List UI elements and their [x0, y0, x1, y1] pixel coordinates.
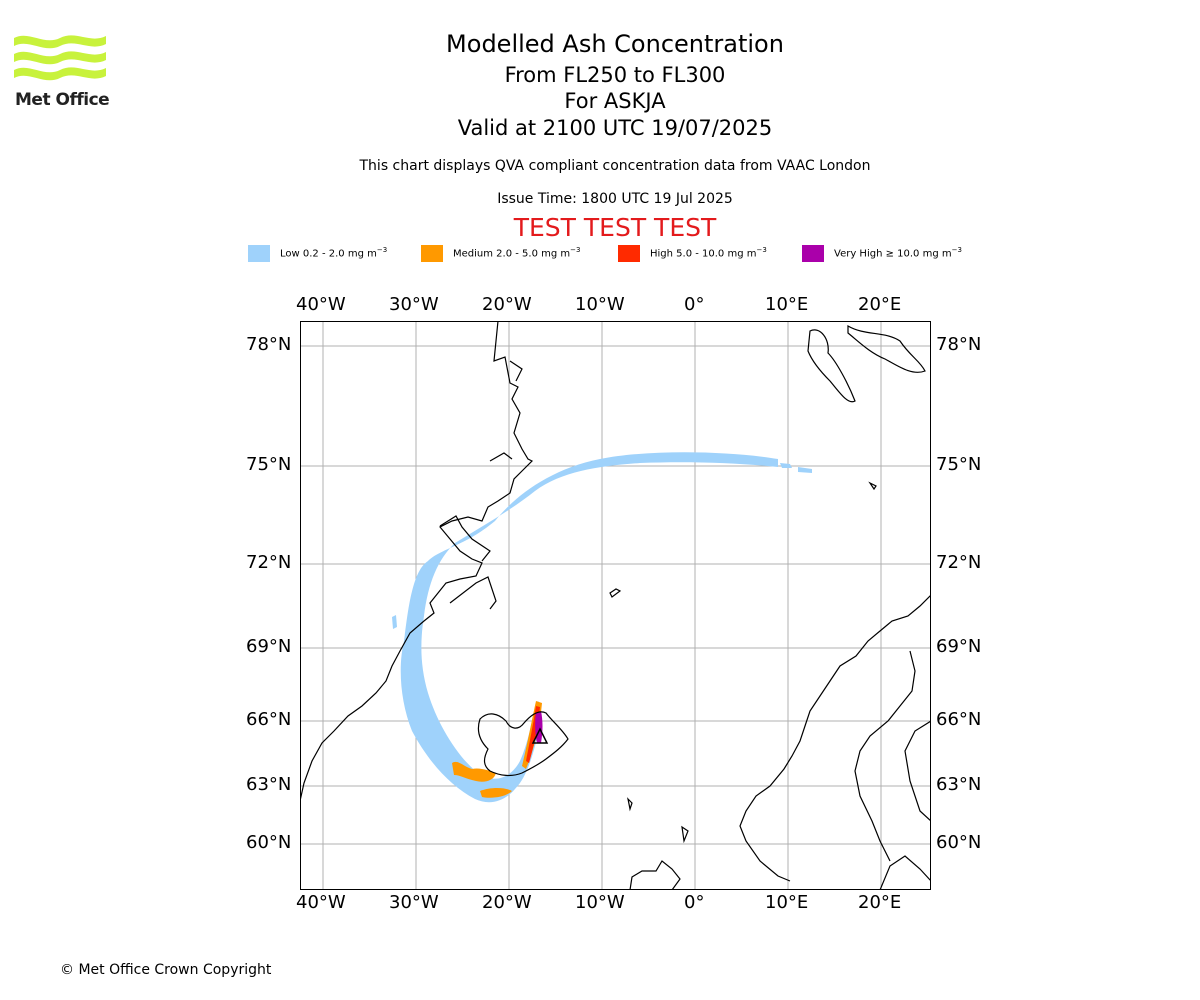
- flight-level-subtitle: From FL250 to FL300: [504, 63, 726, 87]
- lat-label-right: 66°N: [936, 709, 982, 730]
- lat-label-right: 78°N: [936, 334, 982, 355]
- legend-label-medium: Medium 2.0 - 5.0 mg m−3: [453, 246, 581, 260]
- ash-map: [300, 321, 931, 890]
- met-office-wave-logo: [14, 35, 106, 81]
- lat-label-left: 63°N: [246, 774, 292, 795]
- legend-label-high: High 5.0 - 10.0 mg m−3: [650, 246, 767, 260]
- lat-label-right: 75°N: [936, 454, 982, 475]
- lat-label-left: 60°N: [246, 832, 292, 853]
- lon-label-bottom: 0°: [684, 892, 705, 913]
- lat-label-left: 75°N: [246, 454, 292, 475]
- legend-label-low: Low 0.2 - 2.0 mg m−3: [280, 246, 388, 260]
- lat-label-left: 66°N: [246, 709, 292, 730]
- lon-label-bottom: 20°W: [482, 892, 532, 913]
- valid-time-subtitle: Valid at 2100 UTC 19/07/2025: [457, 116, 773, 140]
- lon-label-top: 20°E: [858, 294, 902, 315]
- lat-label-left: 69°N: [246, 636, 292, 657]
- legend-swatch-very-high: [802, 245, 824, 262]
- lat-label-right: 63°N: [936, 774, 982, 795]
- issue-time: Issue Time: 1800 UTC 19 Jul 2025: [497, 191, 733, 207]
- lat-label-right: 72°N: [936, 552, 982, 573]
- test-banner: TEST TEST TEST: [513, 213, 717, 242]
- lat-label-right: 69°N: [936, 636, 982, 657]
- ash-low-region: [400, 452, 778, 803]
- lon-label-bottom: 10°E: [765, 892, 809, 913]
- copyright-notice: © Met Office Crown Copyright: [60, 962, 272, 978]
- lon-label-bottom: 20°E: [858, 892, 902, 913]
- legend-label-very-high: Very High ≥ 10.0 mg m−3: [834, 246, 962, 260]
- volcano-subtitle: For ASKJA: [564, 89, 666, 113]
- met-office-logo: [14, 30, 106, 92]
- lon-label-top: 40°W: [296, 294, 346, 315]
- qva-note: This chart displays QVA compliant concen…: [359, 158, 871, 174]
- lon-label-bottom: 40°W: [296, 892, 346, 913]
- lon-label-top: 30°W: [389, 294, 439, 315]
- legend-swatch-low: [248, 245, 270, 262]
- legend-swatch-medium: [421, 245, 443, 262]
- triangle-icon: [531, 727, 549, 744]
- lon-label-bottom: 10°W: [575, 892, 625, 913]
- logo-text: Met Office: [15, 90, 110, 110]
- lat-label-left: 72°N: [246, 552, 292, 573]
- lat-label-right: 60°N: [936, 832, 982, 853]
- lon-label-top: 10°E: [765, 294, 809, 315]
- lat-label-left: 78°N: [246, 334, 292, 355]
- lon-label-top: 20°W: [482, 294, 532, 315]
- lon-label-top: 0°: [684, 294, 705, 315]
- ash-very-high-region: [535, 711, 543, 743]
- coastlines: [300, 321, 931, 890]
- chart-title: Modelled Ash Concentration: [446, 30, 784, 58]
- lon-label-top: 10°W: [575, 294, 625, 315]
- legend-swatch-high: [618, 245, 640, 262]
- lon-label-bottom: 30°W: [389, 892, 439, 913]
